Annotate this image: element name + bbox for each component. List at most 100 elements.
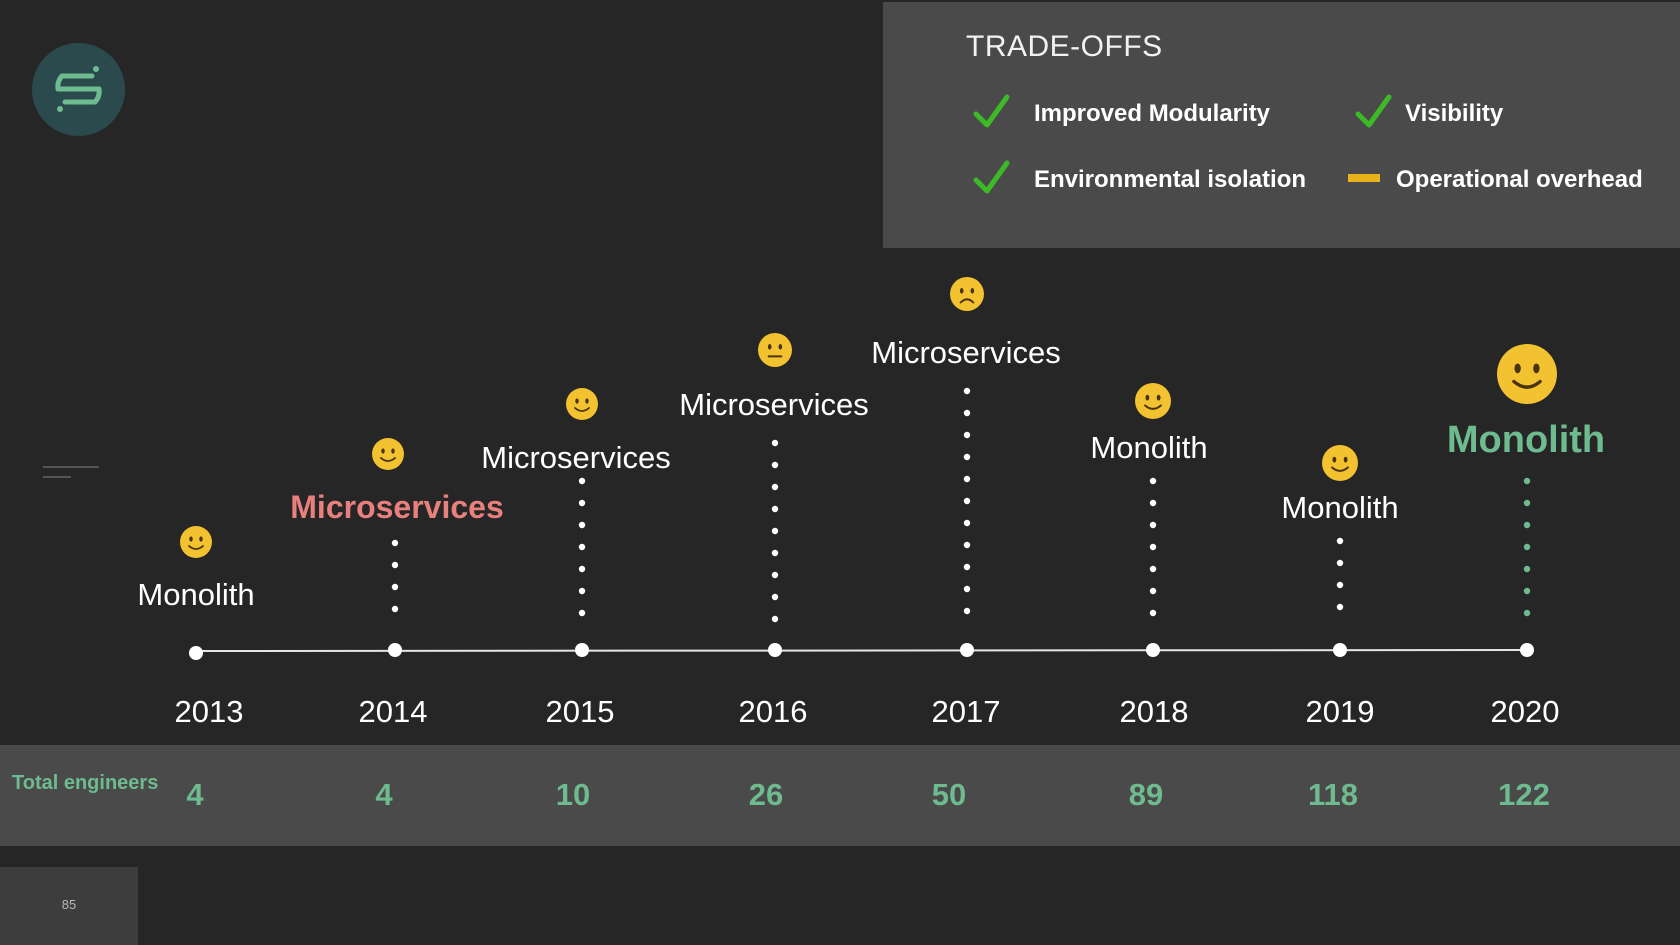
stem-dot-2018 [1149,499,1157,507]
arch-label-2015: Microservices [481,440,671,475]
stem-dot-2014 [391,539,399,547]
slight-smile-emoji [566,388,598,420]
stem-dot-2014 [391,583,399,591]
stem-dot-2015 [578,565,586,573]
slight-smile-emoji [372,438,404,470]
stem-dot-2020 [1523,521,1531,529]
timeline-node-2019 [1333,643,1347,657]
stem-dot-2016 [771,505,779,513]
timeline-node-2018 [1146,643,1160,657]
stem-dot-2018 [1149,587,1157,595]
page-number: 85 [61,897,77,912]
slight-smile-emoji [180,526,212,558]
arch-label-2019: Monolith [1281,490,1399,525]
arch-label-2014: Microservices [290,489,504,525]
year-label-2014: 2014 [358,694,428,729]
year-label-2013: 2013 [174,694,244,729]
tradeoffs-title: TRADE-OFFS [966,30,1163,63]
engineers-count-2016: 26 [748,777,784,812]
stem-dot-2020 [1523,543,1531,551]
timeline-node-2020 [1520,643,1534,657]
stem-dot-2015 [578,587,586,595]
engineers-count-2014: 4 [375,777,393,812]
engineers-count-2013: 4 [186,777,204,812]
arch-label-2018: Monolith [1090,430,1208,465]
engineers-count-2020: 122 [1498,777,1550,812]
stem-dot-2017 [963,431,971,439]
stem-dot-2020 [1523,587,1531,595]
arch-label-2020: Monolith [1446,419,1606,461]
timeline-node-2013 [189,646,203,660]
stem-dot-2014 [391,561,399,569]
decorative-lines [43,466,99,478]
stem-dot-2017 [963,607,971,615]
tradeoff-item-isolation: Environmental isolation [1034,166,1307,193]
stem-dot-2017 [963,519,971,527]
tradeoff-item-visibility: Visibility [1405,100,1504,127]
engineers-count-2015: 10 [555,777,591,812]
stem-dot-2015 [578,521,586,529]
logo-mark-icon [55,66,102,112]
engineers-label: Total engineers [12,772,159,794]
logo [32,43,125,136]
check-icon [973,94,1010,128]
stem-dot-2017 [963,497,971,505]
stem-dot-2019 [1336,581,1344,589]
stem-dot-2017 [963,453,971,461]
stem-dot-2016 [771,615,779,623]
stem-dot-2016 [771,593,779,601]
stem-dot-2015 [578,499,586,507]
stem-dot-2018 [1149,565,1157,573]
stem-dot-2020 [1523,477,1531,485]
stem-dot-2019 [1336,559,1344,567]
stem-dot-2016 [771,439,779,447]
engineers-count-2017: 50 [931,777,967,812]
arch-label-2016: Microservices [679,387,869,422]
stem-dot-2015 [578,477,586,485]
tradeoff-item-overhead: Operational overhead [1396,166,1643,193]
stem-dot-2017 [963,409,971,417]
year-label-2017: 2017 [931,694,1001,729]
stem-dot-2019 [1336,603,1344,611]
frown-emoji [950,277,984,311]
engineers-count-2019: 118 [1307,777,1359,812]
stem-dot-2018 [1149,477,1157,485]
stem-dot-2015 [578,609,586,617]
timeline-node-2016 [768,643,782,657]
stem-dot-2018 [1149,543,1157,551]
tradeoff-item-modularity: Improved Modularity [1034,100,1271,127]
timeline-graphic [180,277,1557,660]
stem-dot-2020 [1523,565,1531,573]
stem-dot-2017 [963,475,971,483]
year-label-2015: 2015 [545,694,615,729]
stem-dot-2020 [1523,499,1531,507]
stem-dot-2016 [771,549,779,557]
timeline-node-2014 [388,643,402,657]
stem-dot-2016 [771,571,779,579]
stem-dot-2017 [963,585,971,593]
check-icon [973,160,1010,194]
stem-dot-2018 [1149,521,1157,529]
stem-dot-2020 [1523,609,1531,617]
stem-dot-2016 [771,461,779,469]
arch-label-2013: Monolith [137,577,255,612]
stem-dot-2016 [771,527,779,535]
slight-smile-emoji [1135,383,1171,419]
stem-dot-2016 [771,483,779,491]
timeline-node-2015 [575,643,589,657]
timeline-axis [195,649,1528,652]
stem-dot-2017 [963,387,971,395]
tradeoffs-panel: TRADE-OFFS Improved Modularity Visibilit… [883,2,1680,248]
stem-dot-2019 [1336,537,1344,545]
stem-dot-2018 [1149,609,1157,617]
year-label-2020: 2020 [1490,694,1560,729]
year-label-2016: 2016 [738,694,808,729]
neutral-face-emoji [758,333,792,367]
engineers-bar: Total engineers 4 4 10 26 50 89 118 122 [0,745,1680,846]
stem-dot-2017 [963,541,971,549]
big-smile-emoji [1497,344,1557,404]
timeline-node-2017 [960,643,974,657]
check-icon [1355,94,1392,128]
slight-smile-emoji [1322,445,1358,481]
year-label-2018: 2018 [1119,694,1189,729]
